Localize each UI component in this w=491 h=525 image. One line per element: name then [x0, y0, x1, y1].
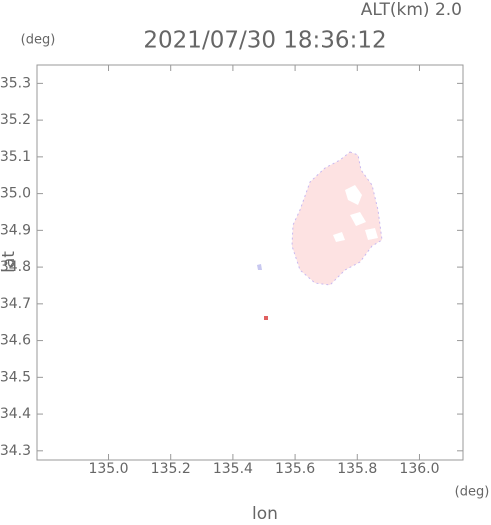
radar-echo — [257, 151, 383, 320]
y-tick-label: 34.5 — [0, 369, 31, 385]
y-tick-label: 35.2 — [0, 112, 31, 128]
x-tick-label: 135.4 — [213, 461, 253, 477]
y-tick-label: 34.6 — [0, 333, 31, 349]
y-tick-label: 35.1 — [0, 149, 31, 165]
y-tick-label: 34.7 — [0, 296, 31, 312]
y-tick-label: 35.3 — [0, 75, 31, 91]
y-tick-label: 34.4 — [0, 406, 31, 422]
y-axis-label: lat — [0, 251, 19, 273]
altitude-label: ALT(km) 2.0 — [361, 0, 462, 20]
x-tick-label: 135.6 — [275, 461, 315, 477]
x-tick-label: 135.8 — [337, 461, 377, 477]
y-unit: (deg) — [21, 33, 56, 48]
x-tick-label: 135.2 — [151, 461, 191, 477]
y-tick-label: 34.3 — [0, 443, 31, 459]
x-axis-label: lon — [252, 504, 278, 521]
y-tick-label: 34.8 — [0, 259, 31, 275]
y-tick-label: 34.9 — [0, 222, 31, 238]
x-unit: (deg) — [455, 485, 490, 500]
plot-frame — [36, 64, 464, 461]
x-tick-label: 136.0 — [399, 461, 439, 477]
chart-title: 2021/07/30 18:36:12 — [143, 28, 386, 54]
y-tick-label: 35.0 — [0, 186, 31, 202]
x-tick-label: 135.0 — [88, 461, 128, 477]
